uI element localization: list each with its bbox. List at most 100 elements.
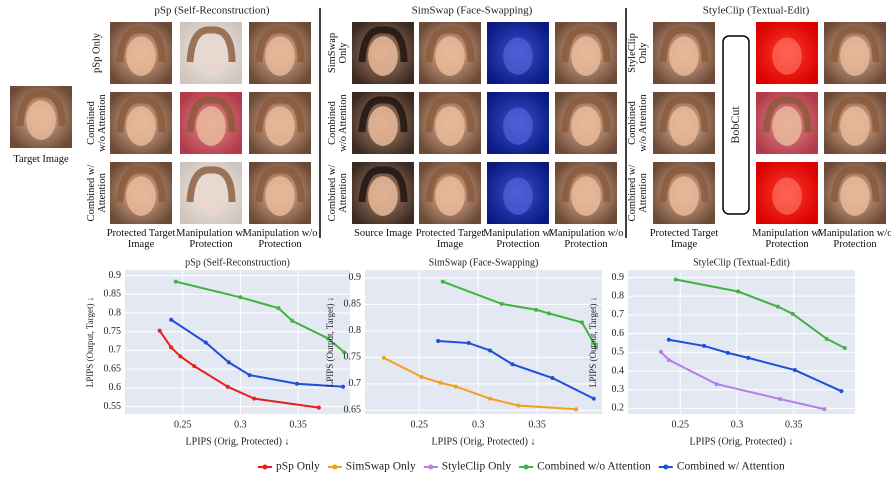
data-point — [547, 311, 551, 315]
column-label: Manipulation w/o Protection — [241, 228, 319, 250]
y-tick-label: 0.6 — [109, 382, 122, 393]
data-point — [574, 407, 578, 411]
data-point — [534, 308, 538, 312]
y-tick-label: 0.65 — [104, 363, 122, 374]
legend-label: Combined w/ Attention — [677, 461, 785, 473]
data-point — [736, 290, 740, 294]
x-tick-label: 0.35 — [528, 419, 546, 430]
data-point — [592, 397, 596, 401]
chart-title: StyleClip (Textual-Edit) — [693, 257, 790, 268]
data-point — [516, 404, 520, 408]
data-point — [726, 351, 730, 355]
image-face — [265, 106, 295, 146]
y-tick-label: 0.8 — [109, 307, 122, 318]
data-point — [776, 305, 780, 309]
x-tick-label: 0.3 — [234, 419, 247, 430]
image-face — [503, 38, 533, 75]
y-tick-label: 0.85 — [104, 289, 122, 300]
data-point — [169, 345, 173, 349]
y-tick-label: 0.9 — [612, 272, 625, 283]
y-tick-label: 0.65 — [344, 405, 362, 416]
column-label: Protected Target Image — [411, 228, 489, 250]
y-tick-label: 0.4 — [612, 365, 625, 376]
y-tick-label: 0.5 — [612, 347, 625, 358]
x-tick-label: 0.3 — [472, 419, 485, 430]
row-label: Combined w/ Attention — [86, 162, 108, 224]
image-face — [772, 38, 802, 75]
figure: pSp (Self-Reconstruction)SimSwap (Face-S… — [0, 0, 891, 481]
y-tick-label: 0.7 — [612, 309, 625, 320]
data-point — [204, 341, 208, 345]
data-point — [702, 344, 706, 348]
image-face — [196, 36, 226, 76]
x-axis-label: LPIPS (Orig, Protected) ↓ — [432, 436, 536, 447]
image-face — [840, 176, 870, 216]
image-face — [26, 100, 56, 140]
image-face — [265, 176, 295, 216]
image-face — [669, 176, 699, 216]
image-face — [368, 36, 398, 76]
image-face — [265, 36, 295, 76]
legend-label: SimSwap Only — [346, 461, 416, 473]
image-face — [126, 36, 156, 76]
data-point — [252, 397, 256, 401]
image-face — [772, 178, 802, 215]
data-point — [500, 302, 504, 306]
x-tick-label: 0.35 — [785, 419, 803, 430]
y-tick-label: 0.9 — [109, 270, 122, 281]
data-point — [341, 385, 345, 389]
image-face — [368, 106, 398, 146]
target-label: Target Image — [10, 154, 72, 165]
image-face — [840, 106, 870, 146]
image-face — [571, 106, 601, 146]
data-point — [436, 339, 440, 343]
data-point — [276, 306, 280, 310]
data-point — [791, 312, 795, 316]
image-face — [503, 178, 533, 215]
panel-title: StyleClip (Textual-Edit) — [703, 5, 810, 17]
data-point — [793, 368, 797, 372]
image-face — [435, 106, 465, 146]
data-point — [467, 341, 471, 345]
x-tick-label: 0.3 — [731, 419, 744, 430]
row-label: Combined w/o Attention — [327, 92, 349, 154]
legend-swatch-marker — [524, 465, 529, 470]
legend-swatch-marker — [332, 465, 337, 470]
data-point — [420, 375, 424, 379]
data-point — [488, 348, 492, 352]
y-axis-label: LPIPS (Output, Target) ↓ — [588, 297, 598, 388]
column-label: Manipulation w/o Protection — [547, 228, 625, 250]
x-tick-label: 0.35 — [289, 419, 307, 430]
image-face — [669, 106, 699, 146]
data-point — [550, 376, 554, 380]
image-face — [196, 176, 226, 216]
image-face — [571, 176, 601, 216]
image-face — [669, 36, 699, 76]
data-point — [158, 329, 162, 333]
image-face — [772, 106, 802, 146]
data-point — [843, 346, 847, 350]
image-face — [571, 36, 601, 76]
image-face — [503, 108, 533, 145]
data-point — [488, 397, 492, 401]
plot-area — [365, 270, 602, 414]
data-point — [290, 319, 294, 323]
row-label: StyleClip Only — [627, 22, 649, 84]
x-tick-label: 0.25 — [174, 419, 192, 430]
data-point — [238, 295, 242, 299]
row-label: pSp Only — [92, 22, 103, 84]
data-point — [667, 338, 671, 342]
column-label: Protected Target Image — [645, 228, 723, 250]
data-point — [822, 407, 826, 411]
data-point — [226, 385, 230, 389]
image-face — [196, 106, 226, 146]
data-point — [317, 406, 321, 410]
image-face — [126, 106, 156, 146]
y-tick-label: 0.8 — [612, 290, 625, 301]
column-label: Protected Target Image — [102, 228, 180, 250]
data-point — [295, 382, 299, 386]
row-label: Combined w/ Attention — [327, 162, 349, 224]
data-point — [667, 358, 671, 362]
data-point — [174, 280, 178, 284]
legend-swatch-marker — [263, 465, 268, 470]
